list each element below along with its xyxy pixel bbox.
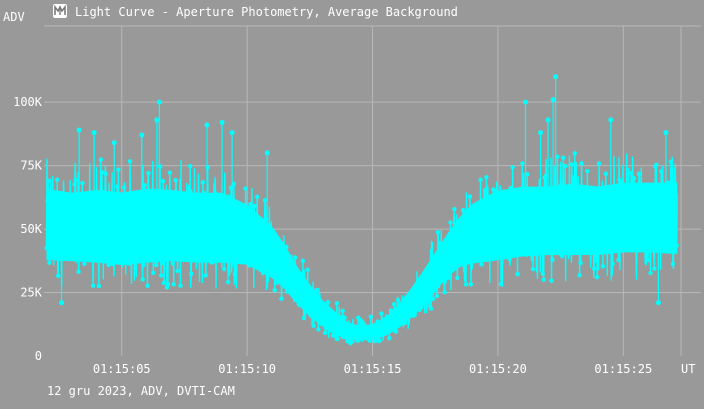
data-point: [368, 314, 374, 319]
data-point: [562, 163, 568, 169]
data-point: [510, 165, 515, 170]
data-point: [116, 167, 121, 172]
data-point: [577, 273, 582, 278]
peak-point: [553, 74, 559, 80]
data-point: [90, 283, 96, 288]
series-core-band: [46, 182, 678, 341]
data-point: [305, 267, 310, 272]
x-tick-label: 01:15:15: [344, 362, 402, 376]
title-bar: Light Curve - Aperture Photometry, Avera…: [53, 4, 458, 19]
data-point: [541, 277, 546, 282]
peak-point: [204, 122, 210, 128]
data-point: [600, 264, 606, 269]
data-point: [340, 308, 345, 313]
x-tick-label: 01:15:05: [93, 362, 151, 376]
peak-point: [655, 300, 661, 306]
data-point: [160, 178, 166, 184]
peak-point: [111, 140, 117, 146]
x-tick-label: 01:15:10: [218, 362, 276, 376]
app-logo-icon: [53, 4, 67, 18]
x-axis-label: UT: [681, 362, 695, 376]
data-point: [161, 280, 167, 286]
peak-point: [264, 150, 270, 156]
peak-point: [663, 130, 669, 136]
peak-point: [219, 119, 225, 125]
data-point: [559, 254, 565, 259]
data-point: [442, 290, 447, 295]
chart-title: Light Curve - Aperture Photometry, Avera…: [75, 5, 458, 19]
y-tick-label: 25K: [20, 286, 42, 300]
data-point: [379, 311, 384, 316]
y-tick-label: 75K: [20, 159, 42, 173]
data-point: [175, 268, 180, 274]
data-point: [515, 272, 520, 277]
data-point: [255, 194, 260, 200]
data-point: [252, 203, 257, 209]
data-point: [167, 170, 173, 175]
peak-point: [550, 97, 556, 103]
peak-point: [523, 99, 529, 105]
peak-point: [139, 132, 145, 138]
peak-point: [76, 127, 82, 133]
peak-point: [91, 130, 97, 136]
data-point: [203, 273, 208, 278]
y-tick-label: 100K: [13, 95, 43, 109]
data-point: [80, 180, 85, 186]
data-point: [154, 262, 159, 268]
x-tick-label: 01:15:25: [594, 362, 652, 376]
data-point: [225, 279, 231, 285]
data-point: [467, 194, 473, 199]
axis-labels: 0 25K 50K 75K 100K 01:15:05 01:15:10 01:15:15 01…: [13, 95, 652, 376]
data-points: [44, 74, 679, 346]
data-point: [222, 266, 227, 272]
peak-point: [59, 300, 65, 306]
peak-point: [545, 117, 551, 123]
peak-point: [229, 130, 235, 136]
data-point: [243, 186, 248, 191]
data-point: [520, 161, 525, 166]
x-tick-label: 01:15:20: [469, 362, 527, 376]
peak-point: [538, 130, 544, 136]
data-point: [231, 181, 237, 187]
data-point: [434, 293, 440, 299]
peak-point: [156, 99, 162, 105]
data-point: [54, 177, 60, 182]
y-tick-label: 50K: [20, 222, 42, 236]
data-point: [430, 296, 436, 302]
data-point: [585, 168, 590, 174]
peak-point: [154, 117, 160, 123]
y-axis-label: ADV: [3, 10, 25, 24]
data-point: [272, 288, 277, 293]
data-point: [549, 278, 554, 283]
data-point: [478, 177, 483, 182]
y-tick-label: 0: [35, 349, 42, 363]
data-point: [448, 220, 453, 225]
footer-info: 12 gru 2023, ADV, DVTI-CAM: [47, 384, 235, 398]
data-point: [314, 287, 319, 293]
peak-point: [608, 117, 614, 123]
